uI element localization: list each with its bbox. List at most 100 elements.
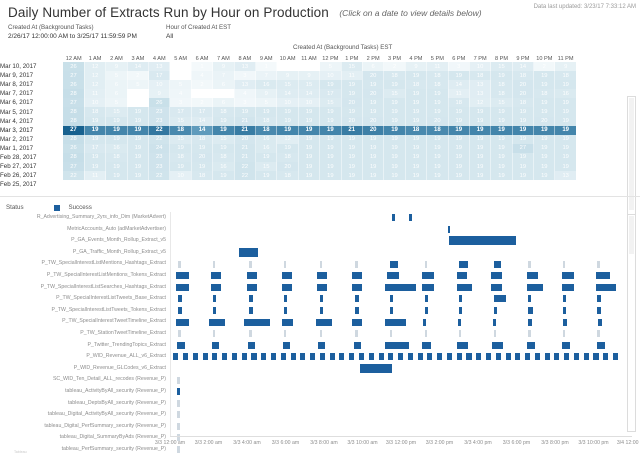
gantt-bar[interactable] (466, 353, 472, 361)
heatmap-cell[interactable]: 19 (533, 80, 556, 90)
gantt-bar[interactable] (491, 341, 503, 349)
heatmap-row[interactable]: Mar 5, 2017 28 18 15 19 23 17 17 18 19 19 19 19 19 19 1… (0, 107, 577, 117)
heatmap-cell[interactable]: 19 (533, 71, 556, 81)
gantt-bar[interactable] (597, 306, 601, 314)
heatmap-cell[interactable]: 20 (362, 125, 385, 135)
gantt-bar[interactable] (421, 272, 434, 280)
heatmap-cell[interactable]: 17 (148, 71, 171, 81)
heatmap-cell[interactable] (319, 180, 342, 190)
heatmap-cell[interactable]: 19 (127, 162, 150, 172)
gantt-bar[interactable] (597, 330, 600, 338)
heatmap-cell[interactable]: 19 (554, 107, 577, 117)
heatmap-row[interactable]: Mar 7, 2017 28 11 6 9 4 4 9 14 14 17 19 20 15 19 19 11 13… (0, 89, 577, 99)
gantt-bar[interactable] (456, 283, 473, 291)
heatmap-cell[interactable]: 19 (127, 125, 150, 135)
heatmap-cell[interactable]: 19 (383, 171, 406, 181)
heatmap-cell[interactable]: 27 (512, 143, 535, 153)
heatmap-cell[interactable]: 19 (84, 134, 107, 144)
heatmap-cell[interactable]: 5 (127, 80, 150, 90)
heatmap-cell[interactable]: 19 (554, 98, 577, 108)
gantt-row[interactable] (171, 316, 632, 328)
heatmap-cell[interactable]: 18 (255, 116, 278, 126)
heatmap-cell[interactable]: 19 (383, 107, 406, 117)
gantt-bar[interactable] (282, 341, 290, 349)
gantt-bar[interactable] (177, 422, 180, 430)
gantt-bar[interactable] (212, 353, 218, 361)
heatmap-cell[interactable]: 16 (212, 162, 235, 172)
gantt-bar[interactable] (352, 283, 363, 291)
heatmap-cell[interactable]: 19 (341, 171, 363, 181)
heatmap-cell[interactable]: 11 (84, 89, 107, 99)
heatmap-cell[interactable]: 20 (341, 116, 363, 126)
heatmap-cell[interactable]: 18 (490, 89, 513, 99)
heatmap-cell[interactable]: 19 (512, 107, 535, 117)
heatmap-cell[interactable]: 19 (405, 162, 428, 172)
heatmap-cell[interactable]: 19 (255, 171, 278, 181)
heatmap-scrollbar-thumb[interactable] (629, 98, 634, 210)
heatmap-cell[interactable]: 14 (298, 89, 321, 99)
gantt-bar[interactable] (492, 318, 497, 326)
heatmap-cell[interactable]: 13 (469, 80, 492, 90)
heatmap-cell[interactable]: 20 (191, 152, 214, 163)
heatmap-cell[interactable]: 19 (341, 89, 363, 99)
heatmap-cell[interactable]: 19 (362, 171, 385, 181)
heatmap-cell[interactable]: 22 (148, 171, 171, 181)
heatmap-cell[interactable]: 19 (490, 134, 513, 144)
gantt-bar[interactable] (456, 272, 467, 280)
gantt-bar[interactable] (528, 260, 531, 268)
heatmap-cell[interactable]: 15 (319, 98, 342, 108)
gantt-bar[interactable] (261, 353, 267, 361)
gantt-bar[interactable] (183, 353, 189, 361)
heatmap-cell[interactable]: 13 (469, 89, 492, 99)
heatmap-cell[interactable]: 3 (448, 62, 470, 72)
heatmap-cell[interactable]: 16 (255, 80, 278, 90)
heatmap-cell[interactable]: 19 (191, 143, 214, 153)
heatmap-cell[interactable]: 15 (490, 62, 513, 72)
heatmap-cell[interactable]: 19 (105, 162, 128, 172)
gantt-bar[interactable] (456, 353, 462, 361)
heatmap-cell[interactable]: 18 (426, 125, 449, 135)
heatmap-cell[interactable]: 19 (105, 134, 128, 144)
heatmap-cell[interactable]: 5 (105, 71, 128, 81)
gantt-bar[interactable] (505, 353, 511, 361)
gantt-bar[interactable] (352, 272, 363, 280)
heatmap-cell[interactable]: 19 (533, 162, 556, 172)
heatmap-cell[interactable]: 19 (426, 152, 449, 163)
heatmap-cell[interactable]: 19 (448, 107, 470, 117)
gantt-bar[interactable] (528, 295, 532, 303)
gantt-bar[interactable] (448, 236, 516, 246)
heatmap-cell[interactable]: 19 (512, 134, 535, 144)
heatmap-cell[interactable]: 10 (169, 171, 192, 181)
filter-hour-of-created-at[interactable]: Hour of Created At EST All (166, 23, 231, 42)
heatmap-cell[interactable]: 19 (362, 134, 385, 144)
gantt-bar[interactable] (562, 260, 566, 268)
heatmap-row[interactable]: Mar 1, 2017 26 17 16 19 24 19 19 19 21 16 19 19 19 19 1… (0, 143, 577, 153)
heatmap-cell[interactable]: 19 (490, 152, 513, 163)
heatmap-cell[interactable] (234, 180, 257, 190)
gantt-row[interactable] (171, 258, 632, 270)
heatmap-cell[interactable] (362, 180, 385, 190)
gantt-bar[interactable] (515, 353, 521, 361)
heatmap-cell[interactable]: 19 (341, 80, 363, 90)
heatmap-cell[interactable]: 15 (341, 62, 363, 72)
heatmap-cell[interactable]: 19 (469, 107, 492, 117)
gantt-bar[interactable] (544, 353, 550, 361)
heatmap-cell[interactable]: 11 (448, 89, 470, 99)
heatmap-cell[interactable]: 2 (533, 62, 556, 72)
heatmap-cell[interactable]: 19 (533, 98, 556, 108)
heatmap-cell[interactable]: 12 (84, 71, 107, 81)
heatmap-cell[interactable]: 19 (469, 125, 492, 135)
gantt-bar[interactable] (319, 353, 325, 361)
heatmap-cell[interactable]: 19 (212, 125, 235, 135)
gantt-bar[interactable] (389, 330, 393, 338)
gantt-bar[interactable] (386, 272, 399, 280)
gantt-row[interactable] (171, 235, 632, 247)
gantt-bar[interactable] (485, 353, 492, 361)
heatmap-cell[interactable]: 19 (127, 171, 150, 181)
heatmap-date-label[interactable]: Mar 1, 2017 (0, 144, 34, 152)
heatmap-cell[interactable]: 19 (319, 171, 342, 181)
gantt-bar[interactable] (355, 260, 358, 268)
gantt-bar[interactable] (212, 330, 216, 338)
heatmap-cell[interactable]: 3 (234, 98, 257, 108)
gantt-bar[interactable] (178, 260, 181, 268)
